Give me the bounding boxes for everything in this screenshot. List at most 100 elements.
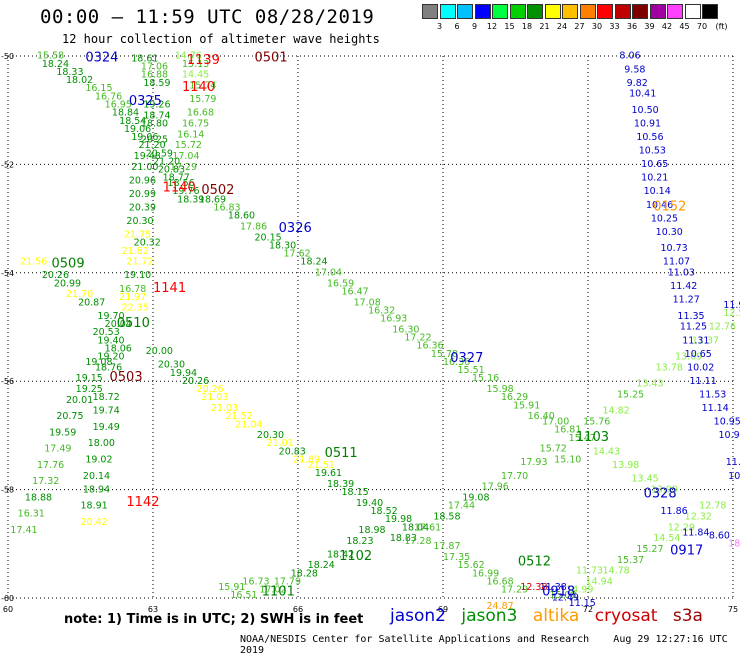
swh-value: 19.08 (85, 357, 112, 368)
swh-value: 21.82 (122, 246, 149, 257)
swh-value: 20.26 (197, 384, 224, 395)
color-scale-label: 70 (696, 22, 708, 31)
color-swatch (632, 4, 648, 19)
observation-layer: 15.5818.2418.3318.0216.1516.7616.9518.84… (10, 51, 740, 612)
chart-subtitle: 12 hour collection of altimeter wave hei… (62, 32, 380, 46)
swh-value: 18.24 (300, 257, 327, 268)
swh-value: 15.62 (458, 560, 485, 571)
mission-jason2: jason2 (390, 606, 446, 626)
swh-value: 10.02 (687, 362, 714, 373)
swh-value: 8.60 (709, 530, 730, 541)
mission-altika: altika (532, 606, 580, 626)
swh-value: 16.73 (242, 576, 269, 587)
swh-value: 16.76 (95, 91, 122, 102)
pass-time-label: 1101 (262, 584, 295, 599)
swh-value: 11.97 (723, 300, 740, 311)
swh-value: 15.91 (513, 400, 540, 411)
color-swatch (492, 4, 508, 19)
swh-value: 11.11 (690, 376, 717, 387)
swh-value: 16.99 (472, 568, 499, 579)
swh-value: 10.91 (634, 118, 661, 129)
y-tick-label: -50 (1, 52, 14, 61)
swh-value: 17.70 (501, 471, 528, 482)
swh-value: 18.23 (346, 536, 373, 547)
swh-value: 12.38 (520, 582, 547, 593)
swh-value: 18.80 (141, 118, 168, 129)
swh-value: 16.14 (177, 129, 204, 140)
swh-value: 11.38 (540, 582, 567, 593)
swh-value: 10.25 (651, 213, 678, 224)
pass-time-label: 0511 (325, 446, 358, 461)
swh-value: 15.72 (540, 444, 567, 455)
color-swatch (667, 4, 683, 19)
swh-value: 9.58 (624, 64, 645, 75)
swh-value: 11.14 (702, 403, 729, 414)
swh-value: 20.99 (129, 189, 156, 200)
swh-value: 11.31 (682, 335, 709, 346)
color-swatch (702, 4, 718, 19)
swh-value: 17.49 (44, 444, 71, 455)
swh-value: 19.25 (76, 384, 103, 395)
swh-value: 21.00 (131, 162, 158, 173)
swh-value: 15.47 (569, 433, 596, 444)
swh-value: 21.72 (126, 257, 153, 268)
swh-value: 11.35 (677, 311, 704, 322)
swh-value: 10.30 (656, 227, 683, 238)
swh-value: 20.96 (129, 175, 156, 186)
swh-value: 14.78 (603, 566, 630, 577)
swh-value: 17.28 (404, 536, 431, 547)
swh-value: 10.9 (719, 430, 740, 441)
swh-value: 19.98 (385, 514, 412, 525)
swh-value: 15.74 (189, 81, 216, 92)
swh-value: 16.95 (105, 99, 132, 110)
swh-value: 17.86 (240, 221, 267, 232)
swh-value: 18.58 (433, 511, 460, 522)
pass-time-label: 0509 (52, 256, 85, 271)
swh-value: 15.37 (617, 555, 644, 566)
swh-value: 16.68 (187, 108, 214, 119)
footer: NOAA/NESDIS Center for Satellite Applica… (240, 634, 740, 656)
swh-value: 21.75 (124, 230, 151, 241)
swh-value: 18.42 (327, 549, 354, 560)
swh-value: 17.32 (32, 476, 59, 487)
swh-value: 15.72 (175, 140, 202, 151)
swh-value: 20.25 (141, 135, 168, 146)
swh-value: 16.40 (528, 411, 555, 422)
x-tick-label: 63 (148, 605, 158, 614)
swh-value: 10.14 (644, 186, 671, 197)
swh-value: 17.29 (501, 585, 528, 596)
y-tick-label: -58 (1, 486, 14, 495)
swh-value: 18.06 (105, 343, 132, 354)
swh-value: 18.94 (83, 484, 110, 495)
pass-time-label: 1102 (339, 549, 372, 564)
pass-time-label: 0503 (110, 370, 143, 385)
swh-value: 13.78 (656, 362, 683, 373)
swh-value: 18.33 (56, 67, 83, 78)
x-tick-label: 75 (728, 605, 738, 614)
swh-value: 11.53 (699, 389, 726, 400)
swh-value: 10.53 (639, 146, 666, 157)
swh-value: 12.78 (699, 501, 726, 512)
pass-time-label: 0502 (201, 183, 234, 198)
swh-value: 17.44 (448, 501, 475, 512)
swh-value: 18.72 (93, 392, 120, 403)
swh-value: 20.30 (126, 216, 153, 227)
swh-value: 16.47 (342, 286, 369, 297)
swh-value: 10.95 (714, 417, 740, 428)
swh-value: 17.02 (259, 585, 286, 596)
swh-value: 16.36 (443, 357, 470, 368)
swh-value: 13.99 (651, 484, 678, 495)
color-swatch (527, 4, 543, 19)
swh-value: 16.59 (327, 278, 354, 289)
mission-jason3: jason3 (461, 606, 518, 626)
pass-time-label: 1142 (126, 495, 159, 510)
swh-value: 11.42 (670, 281, 697, 292)
swh-value: 11.15 (569, 598, 596, 609)
swh-value: 17.79 (274, 576, 301, 587)
swh-value: 12.29 (668, 522, 695, 533)
color-scale-label: 6 (454, 22, 460, 31)
swh-value: 16.93 (380, 314, 407, 325)
swh-value: 19.06 (124, 124, 151, 135)
y-tick-label: -56 (1, 377, 14, 386)
swh-value: 20.30 (158, 360, 185, 371)
